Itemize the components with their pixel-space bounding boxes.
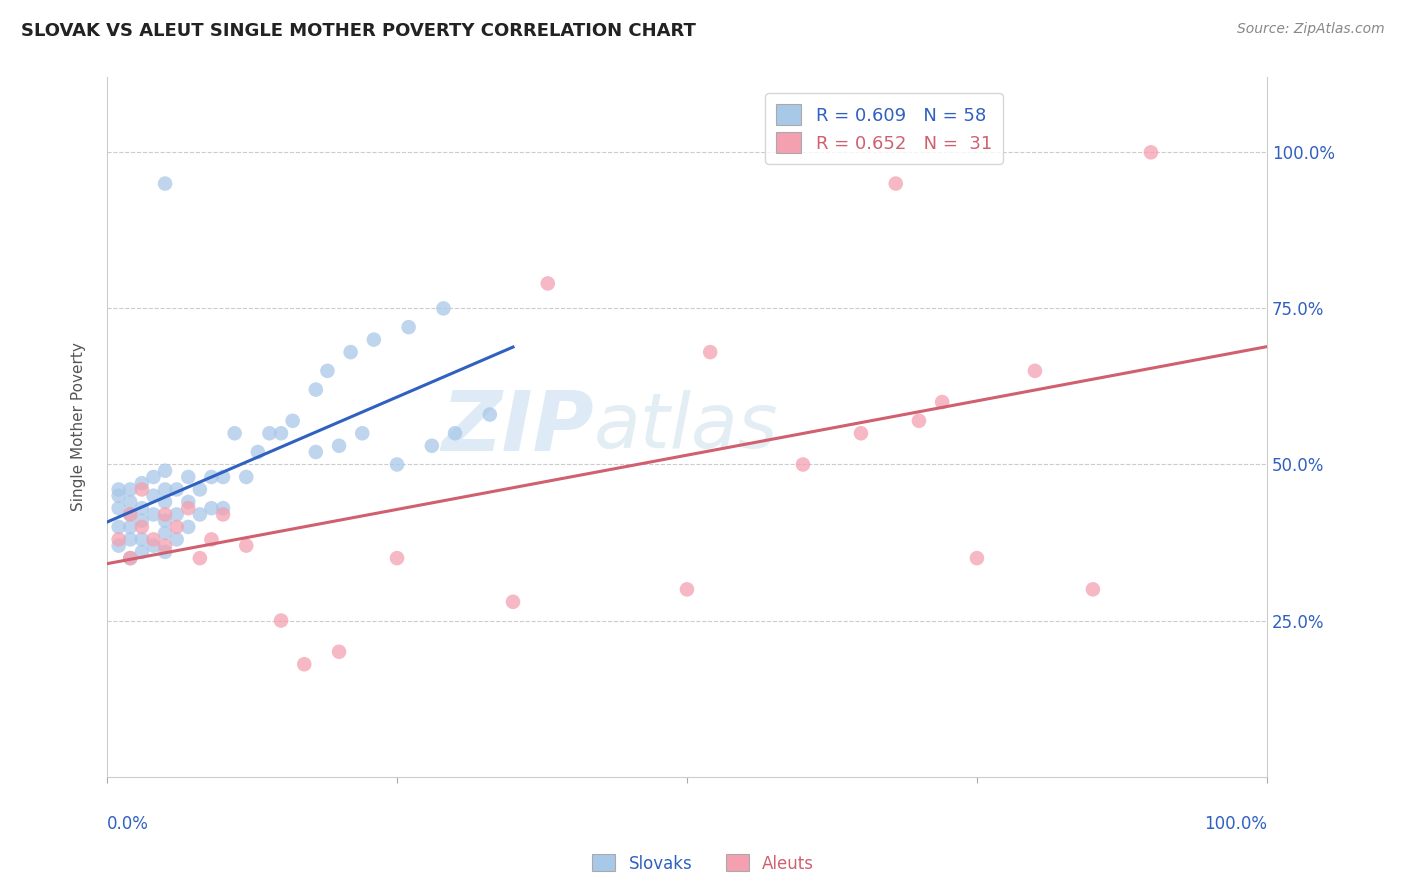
Point <box>328 439 350 453</box>
Point <box>153 508 176 522</box>
Point <box>316 364 339 378</box>
Legend: R = 0.609   N = 58, R = 0.652   N =  31: R = 0.609 N = 58, R = 0.652 N = 31 <box>765 94 1002 164</box>
Point <box>142 508 165 522</box>
Point <box>849 426 872 441</box>
Point <box>537 277 560 291</box>
Point <box>120 508 142 522</box>
Point <box>142 539 165 553</box>
Point <box>120 533 142 547</box>
Point <box>1140 145 1163 160</box>
Point <box>328 645 350 659</box>
Text: SLOVAK VS ALEUT SINGLE MOTHER POVERTY CORRELATION CHART: SLOVAK VS ALEUT SINGLE MOTHER POVERTY CO… <box>21 22 696 40</box>
Point <box>166 508 188 522</box>
Point <box>478 408 501 422</box>
Point <box>444 426 467 441</box>
Point <box>385 551 408 566</box>
Point <box>131 520 153 534</box>
Point <box>153 539 176 553</box>
Point <box>107 489 129 503</box>
Point <box>212 508 235 522</box>
Point <box>107 501 129 516</box>
Point <box>107 483 129 497</box>
Text: ZIP: ZIP <box>441 386 595 467</box>
Point <box>352 426 374 441</box>
Point <box>153 464 176 478</box>
Legend: Slovaks, Aleuts: Slovaks, Aleuts <box>585 847 821 880</box>
Point <box>177 495 200 509</box>
Point <box>131 545 153 559</box>
Text: atlas: atlas <box>595 390 779 464</box>
Point <box>385 458 408 472</box>
Point <box>142 533 165 547</box>
Point <box>235 470 257 484</box>
Point <box>432 301 454 316</box>
Point <box>398 320 420 334</box>
Point <box>107 533 129 547</box>
Point <box>200 470 222 484</box>
Point <box>166 520 188 534</box>
Text: Source: ZipAtlas.com: Source: ZipAtlas.com <box>1237 22 1385 37</box>
Point <box>235 539 257 553</box>
Text: 0.0%: 0.0% <box>107 815 149 833</box>
Point <box>120 551 142 566</box>
Point <box>212 470 235 484</box>
Point <box>131 483 153 497</box>
Point <box>502 595 524 609</box>
Point <box>153 526 176 541</box>
Y-axis label: Single Mother Poverty: Single Mother Poverty <box>72 343 86 511</box>
Point <box>420 439 443 453</box>
Point <box>200 533 222 547</box>
Point <box>246 445 269 459</box>
Point <box>166 533 188 547</box>
Point <box>166 483 188 497</box>
Point <box>142 489 165 503</box>
Point <box>699 345 721 359</box>
Point <box>281 414 304 428</box>
Point <box>131 514 153 528</box>
Point <box>224 426 246 441</box>
Point <box>120 520 142 534</box>
Point <box>120 483 142 497</box>
Point <box>676 582 699 597</box>
Text: 100.0%: 100.0% <box>1204 815 1267 833</box>
Point <box>120 495 142 509</box>
Point <box>212 501 235 516</box>
Point <box>131 476 153 491</box>
Point <box>120 551 142 566</box>
Point <box>131 501 153 516</box>
Point <box>200 501 222 516</box>
Point <box>188 508 211 522</box>
Point <box>363 333 385 347</box>
Point <box>259 426 281 441</box>
Point <box>270 426 292 441</box>
Point <box>120 508 142 522</box>
Point <box>177 470 200 484</box>
Point <box>339 345 361 359</box>
Point <box>153 483 176 497</box>
Point <box>270 614 292 628</box>
Point <box>177 501 200 516</box>
Point <box>305 383 328 397</box>
Point <box>292 657 315 672</box>
Point <box>931 395 953 409</box>
Point <box>305 445 328 459</box>
Point <box>1081 582 1104 597</box>
Point <box>107 520 129 534</box>
Point <box>177 520 200 534</box>
Point <box>884 177 907 191</box>
Point <box>153 495 176 509</box>
Point <box>153 514 176 528</box>
Point <box>131 533 153 547</box>
Point <box>153 545 176 559</box>
Point <box>966 551 988 566</box>
Point <box>142 470 165 484</box>
Point <box>107 539 129 553</box>
Point <box>188 551 211 566</box>
Point <box>1024 364 1046 378</box>
Point <box>792 458 814 472</box>
Point <box>908 414 931 428</box>
Point <box>188 483 211 497</box>
Point <box>153 177 176 191</box>
